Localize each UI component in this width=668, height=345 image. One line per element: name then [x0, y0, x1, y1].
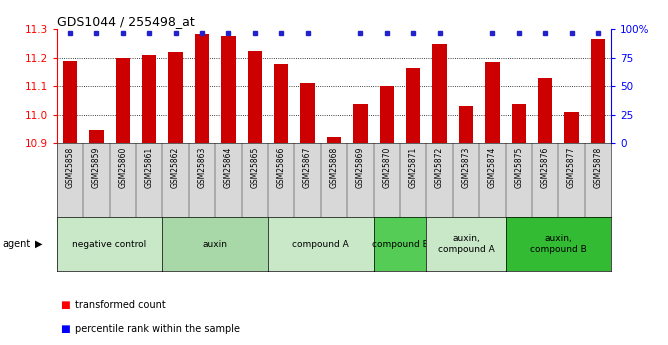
Text: GSM25876: GSM25876 — [540, 147, 550, 188]
Text: GSM25873: GSM25873 — [462, 147, 470, 188]
Text: ■: ■ — [60, 300, 70, 310]
Text: compound A: compound A — [293, 239, 349, 249]
Text: ▶: ▶ — [35, 239, 42, 249]
Text: GSM25872: GSM25872 — [435, 147, 444, 188]
Bar — [301, 83, 315, 143]
Bar — [379, 86, 394, 143]
Text: negative control: negative control — [72, 239, 147, 249]
Text: GSM25860: GSM25860 — [118, 147, 128, 188]
Bar — [221, 37, 236, 143]
Bar — [485, 62, 500, 143]
Text: GSM25875: GSM25875 — [514, 147, 523, 188]
Bar — [248, 51, 262, 143]
Text: GSM25865: GSM25865 — [250, 147, 259, 188]
Bar — [89, 129, 104, 143]
Bar — [142, 55, 156, 143]
Bar — [459, 106, 473, 143]
Text: GSM25867: GSM25867 — [303, 147, 312, 188]
Text: GSM25868: GSM25868 — [329, 147, 339, 188]
Text: auxin,
compound B: auxin, compound B — [530, 234, 587, 254]
Text: transformed count: transformed count — [75, 300, 166, 310]
Text: GSM25870: GSM25870 — [382, 147, 391, 188]
Text: agent: agent — [2, 239, 30, 249]
Text: ■: ■ — [60, 325, 70, 334]
Bar — [564, 112, 579, 143]
Bar — [591, 39, 605, 143]
Bar — [63, 61, 77, 143]
Text: GSM25871: GSM25871 — [409, 147, 418, 188]
Text: GSM25863: GSM25863 — [198, 147, 206, 188]
Bar — [512, 104, 526, 143]
Text: GSM25877: GSM25877 — [567, 147, 576, 188]
Text: compound B: compound B — [371, 239, 428, 249]
Text: GSM25874: GSM25874 — [488, 147, 497, 188]
Bar — [327, 137, 341, 143]
Text: GDS1044 / 255498_at: GDS1044 / 255498_at — [57, 15, 194, 28]
Text: GSM25869: GSM25869 — [356, 147, 365, 188]
Text: GSM25858: GSM25858 — [65, 147, 74, 188]
Text: GSM25878: GSM25878 — [594, 147, 603, 188]
Bar — [116, 58, 130, 143]
Text: auxin,
compound A: auxin, compound A — [438, 234, 494, 254]
Text: percentile rank within the sample: percentile rank within the sample — [75, 325, 240, 334]
Text: GSM25861: GSM25861 — [145, 147, 154, 188]
Text: GSM25862: GSM25862 — [171, 147, 180, 188]
Bar — [195, 33, 209, 143]
Bar — [274, 64, 289, 143]
Text: GSM25866: GSM25866 — [277, 147, 286, 188]
Text: auxin: auxin — [202, 239, 228, 249]
Bar — [406, 68, 420, 143]
Bar — [168, 52, 183, 143]
Bar — [432, 44, 447, 143]
Text: GSM25859: GSM25859 — [92, 147, 101, 188]
Bar — [353, 104, 367, 143]
Text: GSM25864: GSM25864 — [224, 147, 233, 188]
Bar — [538, 78, 552, 143]
